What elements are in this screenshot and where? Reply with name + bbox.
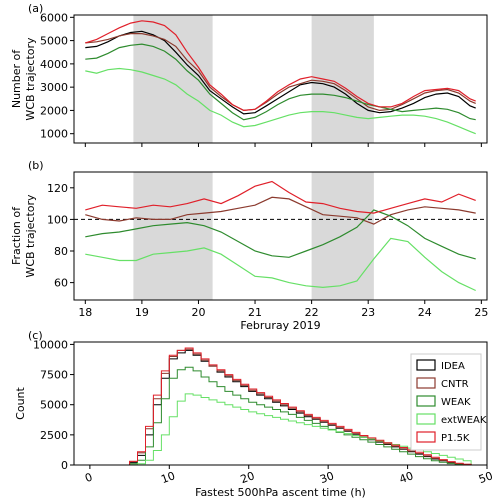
series-line-idea xyxy=(85,30,476,115)
x-tick-label: 23 xyxy=(361,306,375,319)
legend-label: CNTR xyxy=(441,379,469,390)
y-axis-label: WCB trajectory xyxy=(24,194,37,278)
y-axis-label: Count xyxy=(14,386,27,419)
legend-swatch-weak xyxy=(416,395,436,407)
series-line-cntr xyxy=(85,196,476,225)
y-tick-label: 2500 xyxy=(40,429,68,442)
y-tick-label: 5000 xyxy=(40,35,68,48)
legend-label: IDEA xyxy=(441,361,465,372)
x-axis-label: Fastest 500hPa ascent time (h) xyxy=(195,486,366,499)
y-axis-label: Number of xyxy=(10,49,23,108)
y-axis-label: Fraction of xyxy=(10,206,23,265)
y-tick-label: 100 xyxy=(47,213,68,226)
x-tick-label: 18 xyxy=(78,306,92,319)
legend-swatch-extweak xyxy=(416,413,436,425)
panel-c: 0 2500 5000 7500 10000 0 10 20 30 40 50 (c) Count Fas… xyxy=(14,329,495,499)
y-tick-label: 0 xyxy=(61,459,68,472)
x-tick-label: 0 xyxy=(83,470,94,485)
legend-swatch-cntr xyxy=(416,377,436,389)
legend-swatch-p1-5k xyxy=(416,431,436,443)
series-line-p1-5k xyxy=(85,180,476,214)
x-axis-label: Februray 2019 xyxy=(240,319,320,332)
panel-b: 60 80 100 120 18 19 20 21 22 23 24 25 (b) Fraction of… xyxy=(10,159,488,332)
panel-label: (c) xyxy=(28,329,43,342)
x-tick-label: 20 xyxy=(239,469,257,486)
legend-label: P1.5K xyxy=(441,433,470,444)
x-tick-label: 22 xyxy=(305,306,319,319)
y-tick-label: 4000 xyxy=(40,58,68,71)
shaded-period xyxy=(133,172,213,300)
series-line-extweak xyxy=(85,67,476,135)
x-tick-label: 50 xyxy=(477,469,495,486)
y-tick-label: 6000 xyxy=(40,11,68,24)
x-tick-label: 21 xyxy=(248,306,262,319)
x-tick-label: 10 xyxy=(159,469,177,486)
histogram-step-weak xyxy=(129,366,472,465)
series-line-p1-5k xyxy=(85,20,476,112)
legend-label: extWEAK xyxy=(441,415,487,426)
y-tick-label: 10000 xyxy=(33,338,68,351)
y-tick-label: 1000 xyxy=(40,128,68,141)
legend-swatch-idea xyxy=(416,359,436,371)
x-tick-label: 20 xyxy=(191,306,205,319)
y-tick-label: 3000 xyxy=(40,81,68,94)
y-tick-label: 60 xyxy=(54,277,68,290)
y-tick-label: 80 xyxy=(54,245,68,258)
panel-label: (a) xyxy=(28,2,43,15)
x-tick-label: 24 xyxy=(418,306,432,319)
x-tick-label: 19 xyxy=(135,306,149,319)
y-tick-label: 2000 xyxy=(40,104,68,117)
legend: IDEA CNTR WEAK extWEAK P1.5K xyxy=(410,353,487,451)
histogram-step-p1-5k xyxy=(129,347,472,465)
y-tick-label: 5000 xyxy=(40,399,68,412)
shaded-period xyxy=(311,172,374,300)
panel-label: (b) xyxy=(28,159,44,172)
legend-label: WEAK xyxy=(441,397,471,408)
panel-a: 1000 2000 3000 4000 5000 6000(a) Number of WCB … xyxy=(10,2,488,147)
x-tick-label: 25 xyxy=(474,306,488,319)
y-tick-label: 7500 xyxy=(40,369,68,382)
x-tick-label: 30 xyxy=(318,469,336,486)
series-line-cntr xyxy=(85,33,476,112)
axes-frame xyxy=(73,341,488,466)
x-tick-label: 40 xyxy=(398,469,416,486)
series-line-weak xyxy=(85,209,476,260)
series-line-extweak xyxy=(85,237,476,292)
y-tick-label: 120 xyxy=(47,182,68,195)
series-line-weak xyxy=(85,43,476,121)
axes-frame xyxy=(73,14,488,144)
axes-frame xyxy=(73,171,488,301)
y-axis-label: WCB trajectory xyxy=(24,37,37,121)
shaded-period xyxy=(133,15,213,143)
